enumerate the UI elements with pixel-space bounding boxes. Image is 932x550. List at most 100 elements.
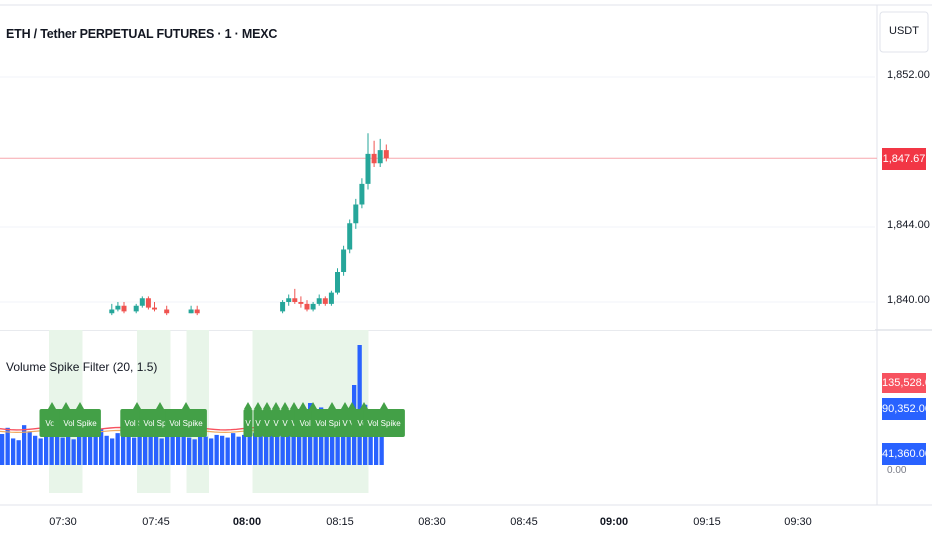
volume-bar bbox=[242, 434, 247, 465]
spike-label-text: Vol Spike bbox=[143, 419, 177, 428]
spike-label-text: V bbox=[273, 419, 279, 428]
volume-bar bbox=[341, 410, 346, 465]
volume-bar bbox=[236, 436, 241, 465]
volume-bar bbox=[66, 432, 71, 465]
spike-label: V bbox=[262, 402, 272, 437]
volume-bar bbox=[104, 435, 109, 465]
symbol-title[interactable]: ETH / Tether PERPETUAL FUTURES · 1 · MEX… bbox=[6, 27, 278, 41]
spike-label-arrow bbox=[62, 402, 70, 409]
candle-body bbox=[145, 298, 151, 308]
spike-label-box bbox=[165, 409, 207, 437]
candle-body bbox=[383, 150, 389, 159]
indicator-value-volume: 41,360.00 bbox=[882, 443, 931, 465]
spike-label-arrow bbox=[281, 402, 289, 409]
spike-label-arrow bbox=[360, 402, 368, 409]
candle-body bbox=[292, 298, 298, 302]
candle-body bbox=[304, 303, 310, 310]
volume-bar bbox=[275, 422, 280, 465]
candle-body bbox=[298, 302, 304, 304]
spike-label-box bbox=[253, 409, 263, 437]
volume-bar bbox=[225, 437, 230, 465]
candle-body bbox=[359, 183, 365, 205]
spike-label-arrow bbox=[341, 402, 349, 409]
candle-body bbox=[335, 272, 340, 293]
volume-bar bbox=[115, 433, 120, 465]
candle-body bbox=[194, 309, 200, 314]
spike-label-arrow bbox=[272, 402, 280, 409]
spike-label-text: V bbox=[255, 419, 261, 428]
spike-label-arrow bbox=[48, 402, 56, 409]
candle-body bbox=[353, 204, 359, 224]
volume-bar bbox=[137, 434, 142, 465]
candle-body bbox=[109, 309, 115, 314]
time-tick: 08:15 bbox=[326, 516, 354, 528]
spike-label-arrow bbox=[290, 402, 298, 409]
volume-bar bbox=[77, 426, 82, 465]
candle-body bbox=[341, 249, 347, 272]
spike-label-text: Vol: bbox=[45, 419, 58, 428]
time-tick: 08:45 bbox=[510, 516, 538, 528]
volume-bar bbox=[247, 431, 252, 465]
volume-bar bbox=[264, 429, 269, 465]
spike-label: V bbox=[253, 402, 263, 437]
volume-bar bbox=[0, 434, 5, 465]
spike-label-box bbox=[271, 409, 281, 437]
volume-bar bbox=[132, 437, 137, 465]
volume-bar bbox=[286, 411, 291, 465]
time-tick: 09:30 bbox=[784, 516, 812, 528]
currency-box bbox=[879, 11, 929, 53]
spike-label-arrow bbox=[133, 402, 141, 409]
spike-label-box bbox=[262, 409, 272, 437]
time-tick: 07:30 bbox=[49, 516, 77, 528]
candle-body bbox=[133, 305, 139, 312]
volume-bar bbox=[38, 438, 43, 465]
volume-bar bbox=[181, 435, 186, 465]
volume-bar bbox=[27, 431, 32, 465]
volume-bar bbox=[82, 434, 87, 465]
candle-body bbox=[280, 302, 286, 312]
volume-bar bbox=[324, 418, 329, 465]
spike-label-arrow bbox=[328, 402, 336, 409]
volume-bar bbox=[313, 425, 318, 465]
spike-label-arrow bbox=[254, 402, 262, 409]
candle-body bbox=[310, 303, 316, 310]
candle-body bbox=[152, 307, 157, 310]
spike-label-arrow bbox=[182, 402, 190, 409]
candle-body bbox=[121, 305, 127, 312]
volume-bar bbox=[269, 425, 274, 465]
indicator-title[interactable]: Volume Spike Filter (20, 1.5) bbox=[6, 360, 158, 374]
spike-label-box bbox=[280, 409, 290, 437]
volume-bar bbox=[170, 433, 175, 465]
volume-bar bbox=[121, 430, 126, 465]
candle-body bbox=[164, 309, 170, 314]
volume-bar bbox=[55, 434, 60, 465]
volume-bar bbox=[368, 413, 373, 465]
spike-label: V bbox=[280, 402, 290, 437]
volume-bar bbox=[176, 431, 181, 465]
volume-bar bbox=[214, 434, 219, 465]
spike-label-text: V bbox=[264, 419, 270, 428]
time-tick: 07:45 bbox=[142, 516, 170, 528]
currency-label[interactable]: USDT bbox=[889, 25, 919, 37]
volume-bar bbox=[148, 432, 153, 465]
volume-bar bbox=[253, 433, 258, 465]
volume-bar bbox=[192, 439, 197, 465]
spike-label-arrow bbox=[299, 402, 307, 409]
spike-label-arrow bbox=[380, 402, 388, 409]
volume-bar bbox=[297, 423, 302, 465]
spike-label-text: Vol Spike bbox=[63, 419, 97, 428]
spike-label: V bbox=[340, 402, 350, 437]
volume-bar bbox=[330, 422, 335, 465]
candle-body bbox=[377, 150, 383, 164]
volume-bar bbox=[126, 434, 131, 465]
spike-label-arrow bbox=[348, 402, 356, 409]
volume-bar bbox=[302, 426, 307, 465]
spike-label-arrow bbox=[76, 402, 84, 409]
candle-body bbox=[347, 223, 353, 250]
time-tick: 09:15 bbox=[693, 516, 721, 528]
spike-label-box bbox=[59, 409, 101, 437]
volume-bar bbox=[49, 429, 54, 465]
spike-label-text: Vol Spike bbox=[315, 419, 349, 428]
volume-bar bbox=[154, 436, 159, 465]
